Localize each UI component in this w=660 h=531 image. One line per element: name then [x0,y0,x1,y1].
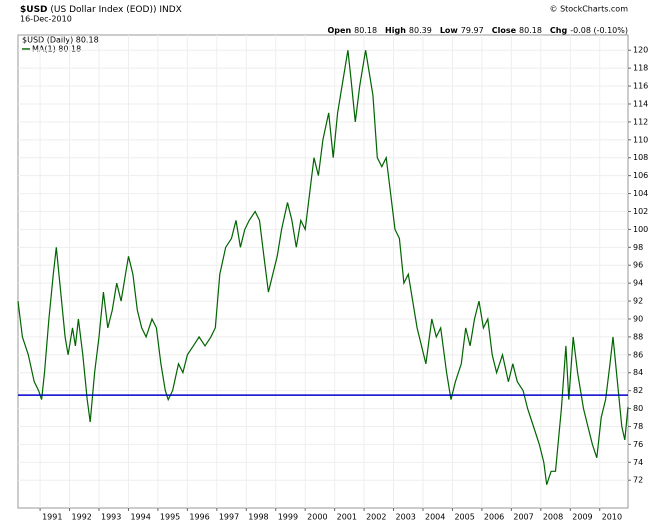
y-tick-label: 80 [633,404,643,413]
quote-label: Low [440,26,459,35]
x-tick-label: 2002 [366,513,386,522]
date: 16-Dec-2010 [20,15,72,24]
y-tick-label: 84 [633,368,643,377]
y-tick-label: 102 [633,207,648,216]
y-tick-label: 116 [633,82,648,91]
plot-frame [17,34,629,509]
y-tick-label: 88 [633,332,643,341]
source: © StockCharts.com [550,5,629,14]
x-tick-label: 2004 [425,513,445,522]
quote-label: High [385,26,406,35]
x-tick-label: 2000 [307,513,327,522]
legend-entry: $USD (Daily) 80.18 [22,36,99,45]
x-tick-label: 1999 [278,513,298,522]
quote-label: Close [492,26,517,35]
y-tick-label: 118 [633,64,648,73]
x-tick-label: 1993 [101,513,121,522]
y-tick-label: 114 [633,99,648,108]
y-tick-label: 94 [633,279,643,288]
y-tick-label: 92 [633,297,643,306]
y-tick-label: 110 [633,135,648,144]
header-left: $USD (US Dollar Index (EOD)) INDX [20,5,182,15]
quote-value: 79.97 [461,26,484,35]
x-tick-label: 1991 [42,513,62,522]
exchange: INDX [159,5,181,15]
quote-value: 80.18 [354,26,377,35]
y-tick-label: 106 [633,171,648,180]
x-tick-label: 2009 [572,513,592,522]
y-tick-label: 82 [633,386,643,395]
x-tick-label: 2003 [396,513,416,522]
y-tick-label: 90 [633,314,643,323]
quote-value: 80.39 [409,26,432,35]
y-tick-label: 104 [633,189,648,198]
y-tick-label: 72 [633,476,643,485]
x-tick-label: 1996 [189,513,209,522]
quote: Open 80.18 High 80.39 Low 79.97 Close 80.18 Chg -… [327,26,628,35]
x-tick-label: 1997 [219,513,239,522]
quote-label: Open [327,26,351,35]
y-tick-label: 76 [633,440,643,449]
x-tick-label: 1995 [160,513,180,522]
y-tick-label: 98 [633,243,643,252]
y-tick-label: 86 [633,350,643,359]
y-tick-label: 112 [633,117,648,126]
x-tick-label: 1998 [248,513,268,522]
description: (US Dollar Index (EOD)) [50,5,156,15]
x-tick-label: 2007 [513,513,533,522]
y-tick-label: 78 [633,422,643,431]
x-tick-label: 2005 [454,513,474,522]
x-tick-label: 2008 [543,513,563,522]
x-tick-label: 2010 [602,513,622,522]
quote-label: Chg [550,26,568,35]
x-tick-label: 2001 [337,513,357,522]
y-tick-label: 108 [633,153,648,162]
legend-entry: MA(1) 80.18 [32,45,81,54]
x-tick-label: 1992 [72,513,92,522]
quote-value: -0.08 (-0.10%) [570,26,628,35]
symbol: $USD [20,5,48,15]
y-tick-label: 96 [633,261,643,270]
y-tick-label: 120 [633,46,648,55]
quote-value: 80.18 [519,26,542,35]
y-tick-label: 100 [633,225,648,234]
price-line [17,50,629,485]
x-tick-label: 2006 [484,513,504,522]
y-tick-label: 74 [633,458,643,467]
x-tick-label: 1994 [130,513,150,522]
